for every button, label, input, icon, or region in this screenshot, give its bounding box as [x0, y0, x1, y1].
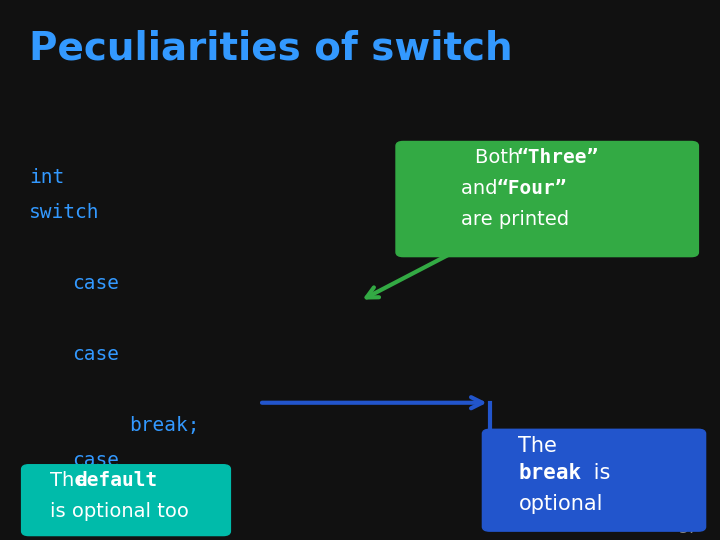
- Text: The: The: [518, 436, 557, 456]
- Text: is: is: [587, 462, 610, 483]
- Text: and: and: [461, 179, 503, 198]
- Text: case: case: [72, 274, 119, 293]
- Text: “Four”: “Four”: [497, 179, 567, 198]
- Text: “Three”: “Three”: [517, 148, 599, 167]
- Text: case: case: [72, 345, 119, 364]
- Text: 4:: 4:: [124, 345, 148, 364]
- Text: }: }: [29, 522, 40, 540]
- Text: data = 3;: data = 3;: [77, 168, 194, 187]
- Text: default: default: [76, 471, 158, 490]
- Text: Peculiarities of switch: Peculiarities of switch: [29, 30, 513, 68]
- Text: break: break: [518, 462, 582, 483]
- Text: Both: Both: [475, 148, 527, 167]
- Text: int: int: [29, 168, 64, 187]
- Text: ( data ): ( data ): [97, 204, 192, 222]
- Text: {: {: [29, 239, 40, 258]
- FancyBboxPatch shape: [22, 465, 230, 536]
- Text: is optional too: is optional too: [50, 502, 189, 521]
- Text: System.out.println(“Three”);: System.out.println(“Three”);: [130, 310, 459, 329]
- Text: are printed: are printed: [461, 210, 569, 229]
- Text: The: The: [50, 471, 93, 490]
- Text: switch: switch: [29, 204, 99, 222]
- Text: System.out.println(“Five”);: System.out.println(“Five”);: [130, 487, 447, 506]
- Text: System.out.println(“Four”);: System.out.println(“Four”);: [130, 381, 447, 400]
- Text: case: case: [72, 451, 119, 470]
- Text: 5:: 5:: [124, 451, 148, 470]
- Text: 37: 37: [679, 521, 698, 536]
- FancyBboxPatch shape: [482, 429, 706, 531]
- Text: optional: optional: [518, 494, 603, 514]
- Text: break;: break;: [130, 416, 200, 435]
- Text: 3:: 3:: [124, 274, 148, 293]
- FancyBboxPatch shape: [396, 141, 698, 256]
